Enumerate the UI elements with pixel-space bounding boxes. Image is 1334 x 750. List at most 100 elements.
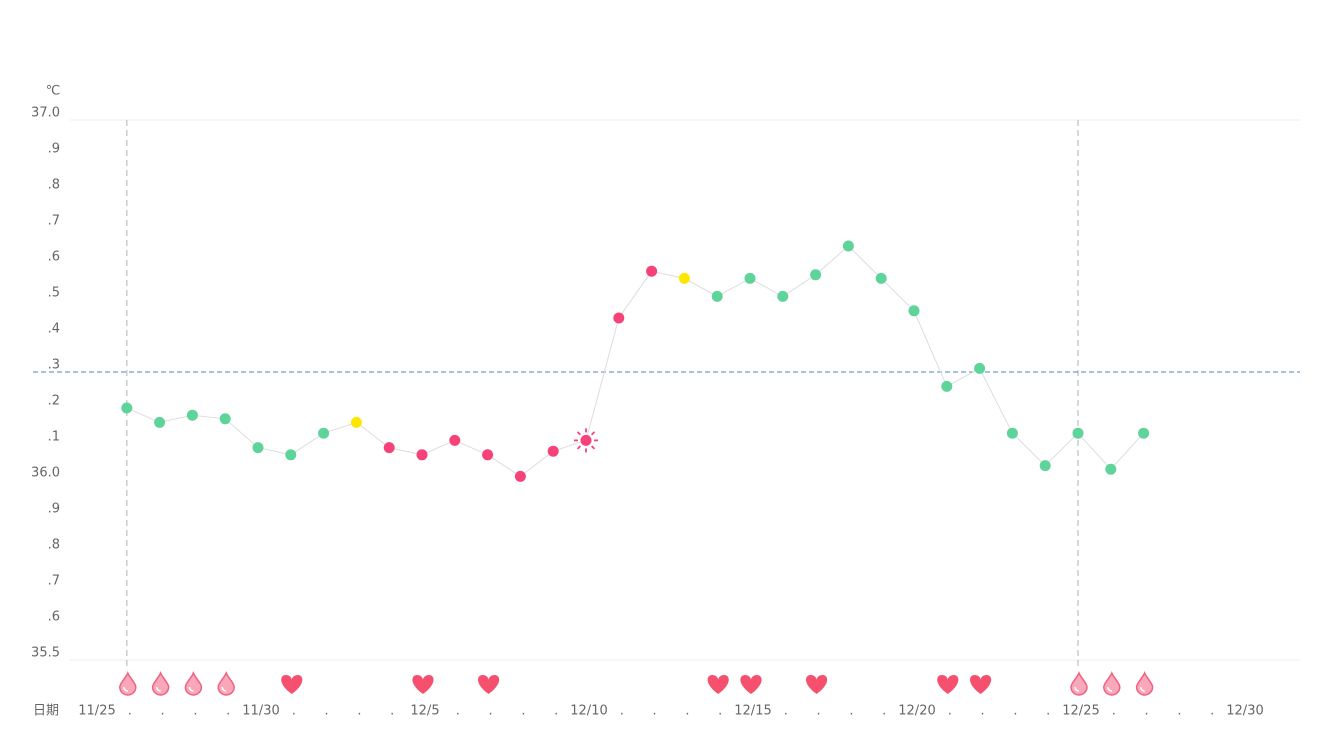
point <box>318 427 330 439</box>
point <box>711 290 723 302</box>
y-tick-label: .7 <box>48 574 60 589</box>
x-axis-label: 日期 <box>33 704 59 719</box>
x-tick-label: . <box>948 704 952 719</box>
x-tick-label: . <box>1013 704 1017 719</box>
heart-icon <box>281 675 303 694</box>
point <box>416 449 428 461</box>
x-tick-label: . <box>1145 704 1149 719</box>
point <box>121 402 133 414</box>
x-tick-label: . <box>554 704 558 719</box>
point <box>974 362 986 374</box>
y-tick-label: 36.0 <box>31 466 60 481</box>
point <box>1006 427 1018 439</box>
line <box>126 245 1144 478</box>
x-tick-label: . <box>849 704 853 719</box>
drop-shine <box>221 686 227 692</box>
x-tick-label: 12/30 <box>1226 704 1263 719</box>
point <box>1138 427 1150 439</box>
y-tick-label: .5 <box>48 286 60 301</box>
heart-icon <box>412 675 434 694</box>
x-tick-label: 11/30 <box>242 704 279 719</box>
x-tick-label: . <box>784 704 788 719</box>
point <box>678 272 690 284</box>
y-tick-label: .3 <box>48 358 60 373</box>
y-tick-label: .9 <box>48 502 60 517</box>
x-tick-label: . <box>981 704 985 719</box>
point <box>744 272 756 284</box>
x-tick-label: . <box>718 704 722 719</box>
ovulation-marker <box>574 428 598 453</box>
x-tick-label: . <box>620 704 624 719</box>
point <box>1072 427 1084 439</box>
x-tick-label: 12/10 <box>570 704 607 719</box>
drop-shine <box>1074 686 1080 692</box>
x-tick-label: . <box>226 704 230 719</box>
heart-icon <box>970 675 992 694</box>
x-tick-label: . <box>1210 704 1214 719</box>
heart-icon <box>707 675 729 694</box>
x-tick-label: . <box>292 704 296 719</box>
x-tick-label: 12/20 <box>898 704 935 719</box>
y-tick-label: .8 <box>48 178 60 193</box>
point <box>908 305 920 317</box>
x-tick-label: 12/15 <box>734 704 771 719</box>
drop-shine <box>1139 686 1145 692</box>
x-tick-label: . <box>817 704 821 719</box>
drop-shine <box>188 686 194 692</box>
point <box>449 434 461 446</box>
x-tick-label: 11/25 <box>78 704 115 719</box>
point <box>219 413 231 425</box>
point <box>613 312 625 324</box>
point <box>186 409 198 421</box>
y-tick-label: .4 <box>48 322 60 337</box>
point <box>252 442 264 454</box>
point <box>547 445 559 457</box>
point <box>777 290 789 302</box>
x-tick-label: . <box>685 704 689 719</box>
x-tick-label: . <box>456 704 460 719</box>
y-tick-label: .9 <box>48 142 60 157</box>
x-tick-label: 12/25 <box>1062 704 1099 719</box>
point <box>1105 463 1117 475</box>
y-tick-label: .7 <box>48 214 60 229</box>
point <box>383 442 395 454</box>
x-tick-label: . <box>128 704 132 719</box>
heart-icon <box>806 675 828 694</box>
point <box>875 272 887 284</box>
drop-shine <box>123 686 128 692</box>
x-tick-label: . <box>357 704 361 719</box>
point <box>514 470 526 482</box>
x-tick-label: . <box>193 704 197 719</box>
x-tick-label: . <box>325 704 329 719</box>
y-tick-label: .8 <box>48 538 60 553</box>
heart-icon <box>478 675 500 694</box>
point <box>1039 460 1051 472</box>
y-tick-label: .6 <box>48 610 60 625</box>
x-tick-label: . <box>1112 704 1116 719</box>
y-tick-label: 37.0 <box>31 106 60 121</box>
y-tick-label: .1 <box>48 430 60 445</box>
point <box>482 449 494 461</box>
x-tick-label: . <box>1177 704 1181 719</box>
point <box>350 416 362 428</box>
x-tick-label: . <box>882 704 886 719</box>
y-tick-label: .6 <box>48 250 60 265</box>
y-tick-label: .2 <box>48 394 60 409</box>
drop-shine <box>1107 686 1112 692</box>
x-tick-label: . <box>1046 704 1050 719</box>
point <box>810 269 822 281</box>
x-tick-label: 12/5 <box>410 704 439 719</box>
drop-shine <box>155 686 161 692</box>
x-tick-label: . <box>489 704 493 719</box>
x-tick-label: . <box>390 704 394 719</box>
point <box>154 416 166 428</box>
y-tick-label: 35.5 <box>31 646 60 661</box>
heart-icon <box>740 675 762 694</box>
heart-icon <box>937 675 959 694</box>
x-tick-label: . <box>521 704 525 719</box>
point <box>646 265 658 277</box>
x-tick-label: . <box>653 704 657 719</box>
point <box>285 449 297 461</box>
point <box>842 240 854 252</box>
